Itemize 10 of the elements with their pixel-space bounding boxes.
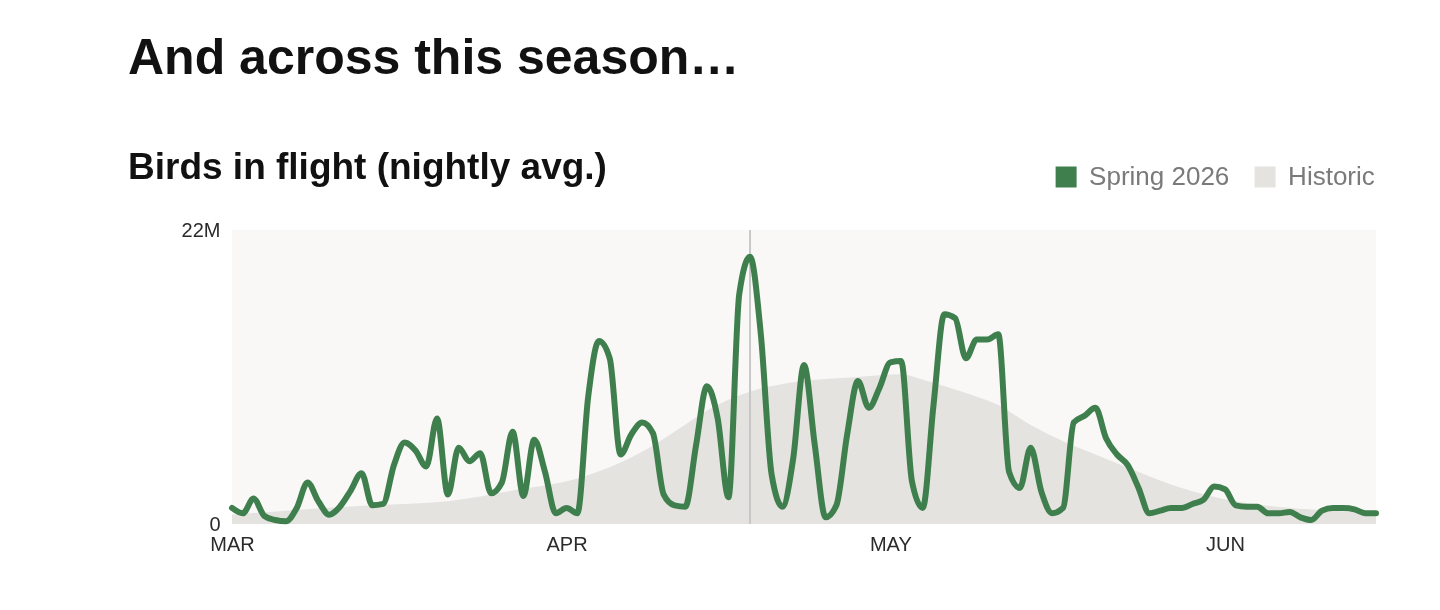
- legend-label: Historic: [1288, 161, 1375, 191]
- legend-label: Spring 2026: [1089, 161, 1230, 191]
- x-tick-label: MAR: [210, 532, 255, 555]
- x-tick-label: APR: [546, 532, 588, 555]
- y-tick-label: 0: [209, 512, 221, 535]
- y-tick-label: 22M: [181, 218, 221, 241]
- x-tick-label: MAY: [869, 532, 912, 555]
- chart-title: And across this season…: [128, 29, 740, 85]
- chart-subtitle: Birds in flight (nightly avg.): [128, 146, 607, 187]
- x-tick-label: JUN: [1205, 532, 1245, 555]
